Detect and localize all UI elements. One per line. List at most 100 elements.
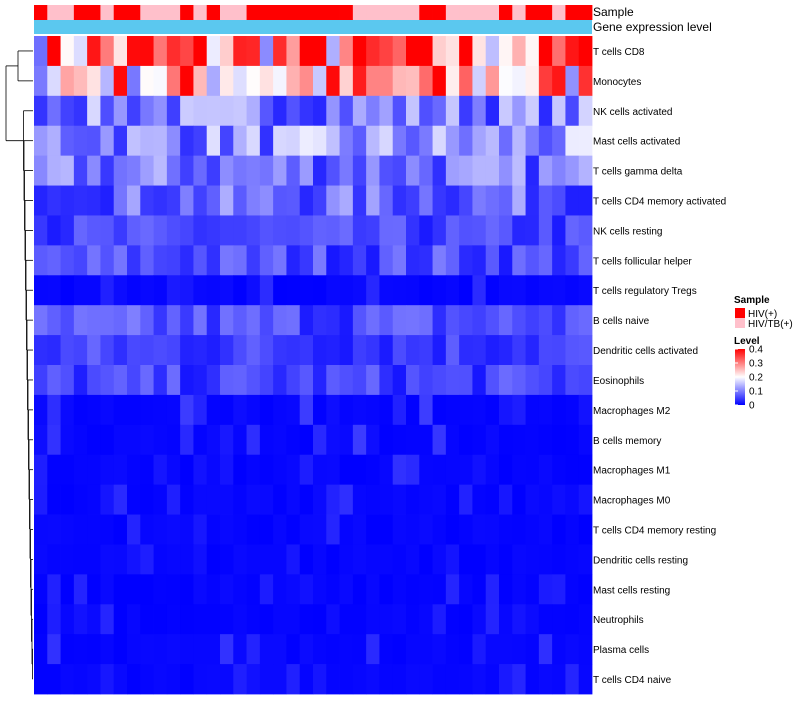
heatmap-cell: [153, 634, 168, 665]
heatmap-cell: [47, 514, 61, 545]
heatmap-cell: [406, 424, 420, 456]
row-label: Macrophages M1: [593, 466, 671, 477]
heatmap-cell: [392, 305, 407, 336]
heatmap-cell: [419, 664, 433, 695]
heatmap-cell: [47, 664, 61, 695]
heatmap-cell: [406, 245, 420, 276]
heatmap-cell: [445, 125, 460, 157]
heatmap-cell: [419, 335, 433, 366]
sample-track-cell: [445, 5, 460, 20]
sample-track-cell: [87, 5, 101, 20]
heatmap-cell: [313, 65, 327, 97]
heatmap-cell: [445, 335, 460, 366]
heatmap-cell: [73, 634, 88, 665]
heatmap-cell: [286, 484, 301, 515]
sample-track-cell: [392, 5, 407, 20]
sample-track-cell: [113, 5, 128, 20]
heatmap-cell: [220, 664, 234, 695]
heatmap-cell: [113, 215, 128, 246]
heatmap-cell: [313, 664, 327, 695]
heatmap-cell: [485, 604, 500, 635]
heatmap-cell: [392, 245, 407, 276]
heatmap-cell: [499, 394, 513, 426]
heatmap-cell: [153, 335, 168, 366]
heatmap-cell: [485, 634, 500, 665]
heatmap-cell: [565, 574, 580, 605]
heatmap-cell: [286, 245, 301, 276]
row-label: T cells CD4 memory resting: [593, 526, 716, 537]
heatmap-cell: [392, 275, 407, 306]
legend-tick-label: 0: [749, 401, 755, 412]
heatmap-cell: [113, 155, 128, 186]
heatmap-cell: [552, 245, 566, 276]
heatmap-cell: [166, 155, 181, 186]
heatmap-cell: [73, 305, 88, 336]
heatmap-cell: [140, 125, 154, 157]
heatmap-cell: [366, 155, 380, 186]
heatmap-cell: [419, 185, 433, 216]
heatmap-cell: [87, 394, 101, 426]
heatmap-cell: [419, 394, 433, 426]
heatmap-cell: [419, 305, 433, 336]
heatmap-cell: [392, 394, 407, 426]
heatmap-cell: [313, 365, 327, 396]
heatmap-cell: [220, 245, 234, 276]
heatmap-cell: [525, 245, 540, 276]
heatmap-cell: [47, 155, 61, 186]
heatmap-cell: [525, 454, 540, 486]
sample-track-cell: [259, 5, 274, 20]
heatmap-cell: [273, 185, 287, 216]
heatmap-cell: [432, 574, 447, 605]
heatmap-cell: [34, 365, 48, 396]
heatmap-cell: [392, 125, 407, 157]
heatmap-cell: [100, 95, 115, 127]
heatmap-cell: [73, 95, 88, 127]
heatmap-cell: [206, 454, 221, 486]
heatmap-cell: [113, 544, 128, 575]
heatmap-cell: [299, 544, 314, 575]
heatmap-cell: [113, 514, 128, 545]
heatmap-cell: [60, 604, 75, 635]
sample-track-cell: [206, 5, 221, 20]
heatmap-cell: [206, 394, 221, 426]
heatmap-cell: [406, 305, 420, 336]
heatmap-cell: [366, 95, 380, 127]
heatmap-cell: [153, 604, 168, 635]
heatmap-cell: [220, 634, 234, 665]
heatmap-cell: [392, 155, 407, 186]
row-label: T cells CD8: [593, 47, 645, 58]
heatmap-cell: [485, 65, 500, 97]
heatmap-cell: [352, 544, 367, 575]
heatmap-cell: [47, 185, 61, 216]
heatmap-cell: [552, 335, 566, 366]
heatmap-cell: [419, 514, 433, 545]
heatmap-cell: [379, 394, 394, 426]
heatmap-cell: [259, 664, 274, 695]
heatmap-cell: [60, 125, 75, 157]
heatmap-cell: [87, 245, 101, 276]
heatmap-cell: [193, 275, 208, 306]
heatmap-cell: [153, 275, 168, 306]
heatmap-cell: [206, 215, 221, 246]
heatmap-cell: [259, 544, 274, 575]
heatmap-cell: [313, 454, 327, 486]
heatmap-cell: [73, 424, 88, 456]
heatmap-cell: [220, 305, 234, 336]
heatmap-cell: [286, 65, 301, 97]
heatmap-cell: [552, 544, 566, 575]
heatmap-cell: [578, 604, 593, 635]
heatmap-cell: [445, 95, 460, 127]
heatmap-cell: [113, 125, 128, 157]
heatmap-cell: [339, 514, 354, 545]
heatmap-cell: [286, 215, 301, 246]
heatmap-cell: [47, 544, 61, 575]
heatmap-cell: [432, 245, 447, 276]
heatmap-cell: [432, 95, 447, 127]
heatmap-cell: [299, 424, 314, 456]
heatmap-cell: [206, 245, 221, 276]
heatmap-cell: [419, 604, 433, 635]
heatmap-cell: [552, 215, 566, 246]
heatmap-cell: [87, 634, 101, 665]
heatmap-cell: [87, 424, 101, 456]
heatmap-cell: [180, 365, 194, 396]
